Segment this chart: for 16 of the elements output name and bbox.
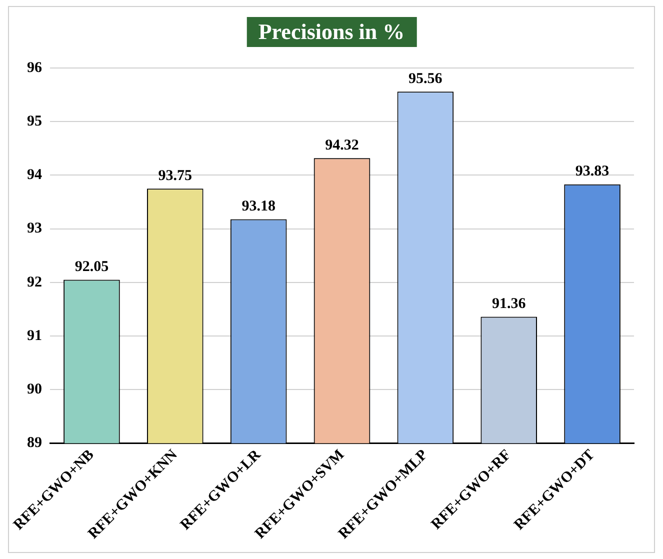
y-tick-label: 93 bbox=[27, 220, 42, 237]
y-tick-label: 90 bbox=[27, 382, 42, 398]
data-label: 93.75 bbox=[158, 168, 192, 184]
y-tick-label: 91 bbox=[27, 328, 42, 344]
data-label: 91.36 bbox=[492, 296, 526, 312]
y-tick-label: 89 bbox=[27, 435, 42, 452]
y-tick-label: 95 bbox=[27, 113, 42, 130]
data-label: 95.56 bbox=[408, 70, 443, 87]
chart-title: Precisions in % bbox=[246, 17, 417, 47]
data-label: 93.18 bbox=[242, 198, 276, 215]
y-tick-label: 96 bbox=[27, 60, 42, 76]
y-tick-label: 92 bbox=[27, 274, 42, 290]
data-label: 92.05 bbox=[74, 259, 109, 276]
data-label: 94.32 bbox=[325, 137, 359, 154]
y-tick-label: 94 bbox=[27, 167, 42, 184]
data-label: 93.83 bbox=[575, 164, 610, 180]
